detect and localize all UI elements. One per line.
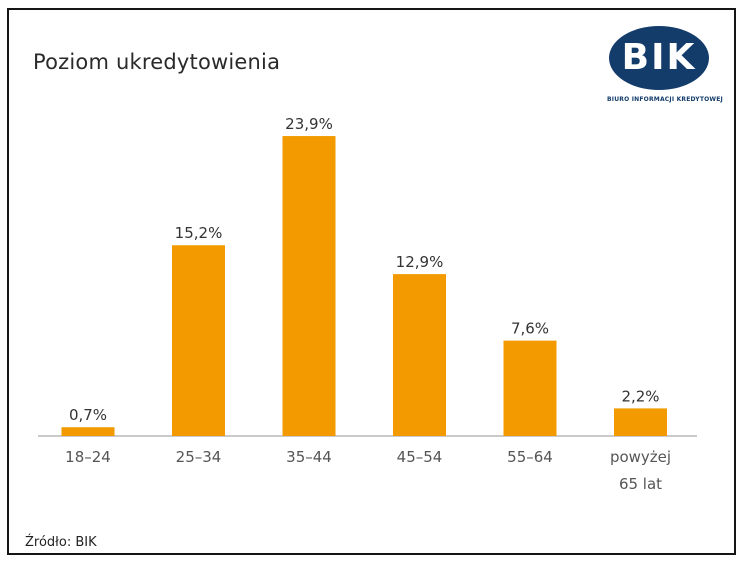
bar (61, 427, 115, 436)
x-tick-label: 35–44 (286, 448, 332, 466)
chart-frame (7, 8, 736, 555)
bik-logo: BIK BIURO INFORMACJI KREDYTOWEJ (588, 26, 738, 106)
bar-value-label: 7,6% (511, 320, 549, 338)
bar (614, 408, 667, 436)
bar (172, 245, 225, 436)
x-tick-label: 55–64 (507, 448, 553, 466)
bar-value-label: 15,2% (175, 224, 223, 242)
bar (503, 340, 557, 436)
x-tick-label: 25–34 (176, 448, 222, 466)
bik-logo-subtitle: BIURO INFORMACJI KREDYTOWEJ (607, 96, 723, 103)
x-tick-label: powyżej (610, 448, 671, 466)
chart-title: Poziom ukredytowienia (33, 50, 281, 74)
bar-value-label: 23,9% (285, 115, 333, 133)
bik-logo-text: BIK (621, 37, 697, 78)
x-tick-label: 45–54 (397, 448, 443, 466)
bar-value-label: 12,9% (396, 253, 444, 271)
bik-logo-oval (609, 26, 709, 90)
bar (393, 274, 446, 436)
source-note: Źródło: BIK (25, 535, 97, 550)
x-tick-label: 18–24 (65, 448, 111, 466)
bar (282, 136, 336, 436)
bar-value-label: 0,7% (69, 406, 107, 424)
x-tick-label: 65 lat (619, 475, 662, 493)
bar-value-label: 2,2% (621, 387, 659, 405)
